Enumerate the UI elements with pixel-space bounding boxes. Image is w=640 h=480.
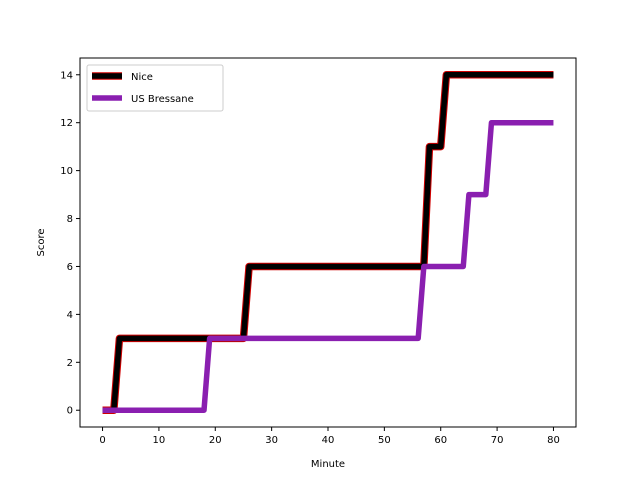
legend: Nice US Bressane: [86, 64, 224, 112]
x-tick-label: 10: [153, 435, 166, 446]
y-tick-label: 6: [67, 262, 73, 273]
x-tick-label: 60: [434, 435, 447, 446]
x-tick-label: 0: [99, 435, 105, 446]
series-line-nice: [102, 72, 554, 413]
y-tick-label: 14: [60, 70, 73, 81]
legend-label-nice: Nice: [131, 72, 153, 83]
y-tick-label: 2: [67, 358, 73, 369]
x-axis-ticks: 0 10 20 30 40 50 60 70 80: [99, 427, 560, 446]
x-axis-label: Minute: [311, 459, 345, 470]
x-tick-label: 80: [547, 435, 560, 446]
x-tick-label: 40: [322, 435, 335, 446]
y-tick-label: 8: [67, 214, 73, 225]
x-tick-label: 30: [265, 435, 278, 446]
legend-items: Nice US Bressane: [92, 72, 194, 105]
legend-label-us-bressane: US Bressane: [131, 94, 194, 105]
y-axis-label: Score: [36, 228, 47, 256]
y-tick-label: 12: [60, 118, 73, 129]
y-axis-ticks: 0 2 4 6 8 10 12 14: [60, 70, 80, 417]
y-tick-label: 0: [67, 406, 73, 417]
series-layer: [102, 71, 554, 414]
series-line-us-bressane: [102, 119, 554, 413]
y-tick-label: 10: [60, 166, 73, 177]
x-tick-label: 70: [491, 435, 504, 446]
y-tick-label: 4: [67, 310, 73, 321]
x-tick-label: 50: [378, 435, 391, 446]
plot-area: [80, 58, 576, 427]
x-tick-label: 20: [209, 435, 222, 446]
